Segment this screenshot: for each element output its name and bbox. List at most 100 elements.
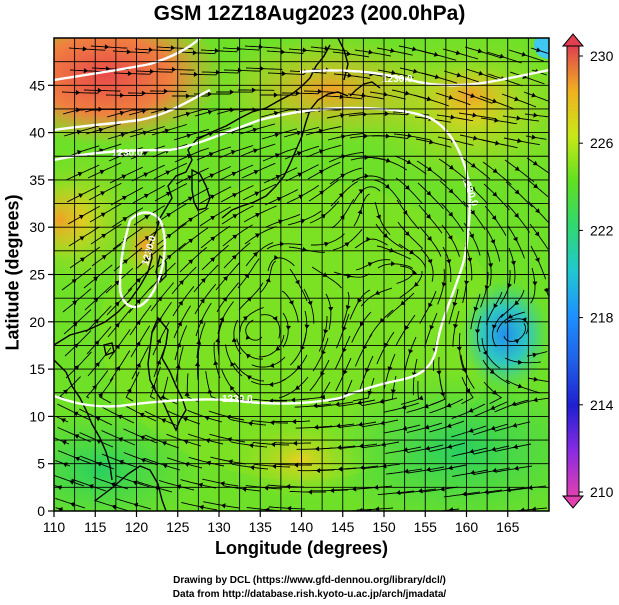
streamline: [113, 247, 143, 272]
streamline-arrow: [468, 427, 474, 433]
streamline: [71, 478, 107, 492]
streamline: [289, 490, 326, 493]
streamline-arrow: [324, 241, 329, 247]
streamline: [158, 480, 195, 491]
streamline-arrow: [75, 90, 81, 96]
streamline-arrow: [207, 91, 213, 97]
streamline-arrow: [448, 465, 453, 471]
streamline: [359, 355, 374, 391]
streamline: [435, 92, 471, 106]
streamline: [473, 401, 508, 418]
streamline-arrow: [198, 482, 203, 488]
streamline-arrow: [98, 127, 104, 133]
streamline: [349, 289, 371, 320]
streamline-arrow: [199, 504, 204, 510]
streamline-arrow: [490, 405, 496, 410]
streamline: [375, 223, 403, 249]
streamline-arrow: [245, 334, 251, 340]
streamline-arrow: [186, 133, 192, 139]
streamline-arrow: [339, 94, 345, 100]
streamline-arrow: [511, 401, 517, 407]
streamline: [55, 459, 71, 467]
streamline: [166, 433, 202, 447]
streamline: [419, 290, 437, 324]
streamline-arrow: [470, 470, 475, 476]
streamline: [215, 262, 241, 291]
streamline: [421, 486, 459, 493]
streamline: [260, 314, 281, 339]
streamline-arrow: [214, 48, 220, 54]
y-axis: 0 5 10 15 20 25 30 35 40 45: [29, 77, 54, 519]
streamline-arrow: [385, 133, 391, 139]
streamline-arrow: [395, 490, 401, 496]
streamline-arrow: [230, 361, 235, 367]
streamline-arrow: [412, 270, 418, 275]
streamline-arrow: [319, 190, 325, 196]
streamline-arrow: [364, 173, 369, 179]
streamline: [65, 351, 92, 379]
streamline: [252, 441, 290, 446]
y-tick-label: 0: [37, 503, 45, 519]
streamline: [135, 245, 164, 270]
streamline-arrow: [492, 191, 498, 197]
streamline: [485, 227, 501, 262]
streamline-arrow: [229, 89, 235, 95]
streamline-arrow: [514, 300, 520, 306]
streamline: [354, 238, 388, 249]
streamline-arrow: [247, 421, 253, 427]
streamline-arrow: [341, 134, 346, 140]
streamline: [133, 205, 166, 226]
streamline-arrow: [514, 339, 520, 344]
streamline-arrow: [447, 444, 453, 449]
streamline-arrow: [404, 231, 410, 236]
streamline: [233, 362, 265, 382]
streamline-arrow: [513, 444, 518, 450]
streamline: [308, 179, 339, 202]
streamline: [500, 289, 525, 318]
streamline-arrow: [313, 424, 319, 430]
streamline: [294, 403, 332, 408]
streamline: [85, 370, 109, 399]
streamline-arrow: [429, 325, 435, 330]
streamline: [63, 125, 100, 137]
streamline-arrow: [79, 236, 85, 241]
streamline-arrow: [319, 149, 324, 154]
streamline-arrow: [208, 152, 214, 157]
streamline: [83, 264, 113, 289]
streamline-arrow: [175, 364, 181, 369]
streamline-arrow: [402, 210, 408, 215]
streamline-arrow: [273, 110, 279, 116]
streamline-arrow: [357, 400, 362, 406]
streamline: [406, 400, 442, 413]
streamline-arrow: [209, 194, 215, 200]
streamline: [83, 89, 121, 92]
streamline-arrow: [323, 329, 329, 335]
streamline: [231, 463, 269, 470]
streamline-arrow: [492, 467, 497, 473]
streamline-arrow: [259, 65, 265, 72]
streamline-arrow: [514, 465, 519, 471]
streamline: [376, 47, 413, 56]
streamline: [460, 354, 475, 389]
streamline: [178, 51, 216, 55]
streamline-arrow: [391, 261, 396, 267]
streamline-arrow: [119, 110, 125, 116]
streamline-arrow: [391, 70, 396, 76]
streamline: [145, 458, 181, 471]
streamline-arrow: [499, 53, 505, 59]
streamline-arrow: [389, 247, 395, 253]
streamline-arrow: [280, 49, 286, 55]
streamline-arrow: [381, 441, 386, 447]
streamline: [62, 288, 92, 313]
streamline-arrow: [127, 70, 133, 77]
streamline-arrow: [482, 350, 488, 356]
streamline: [286, 185, 320, 204]
streamline: [172, 108, 209, 119]
colorbar-tick-label: 222: [590, 222, 614, 238]
streamline-arrow: [404, 90, 410, 96]
streamline: [305, 126, 342, 136]
streamline: [329, 167, 363, 185]
streamline: [318, 445, 356, 450]
streamline-arrow: [160, 394, 166, 400]
streamline-arrow: [478, 70, 484, 76]
